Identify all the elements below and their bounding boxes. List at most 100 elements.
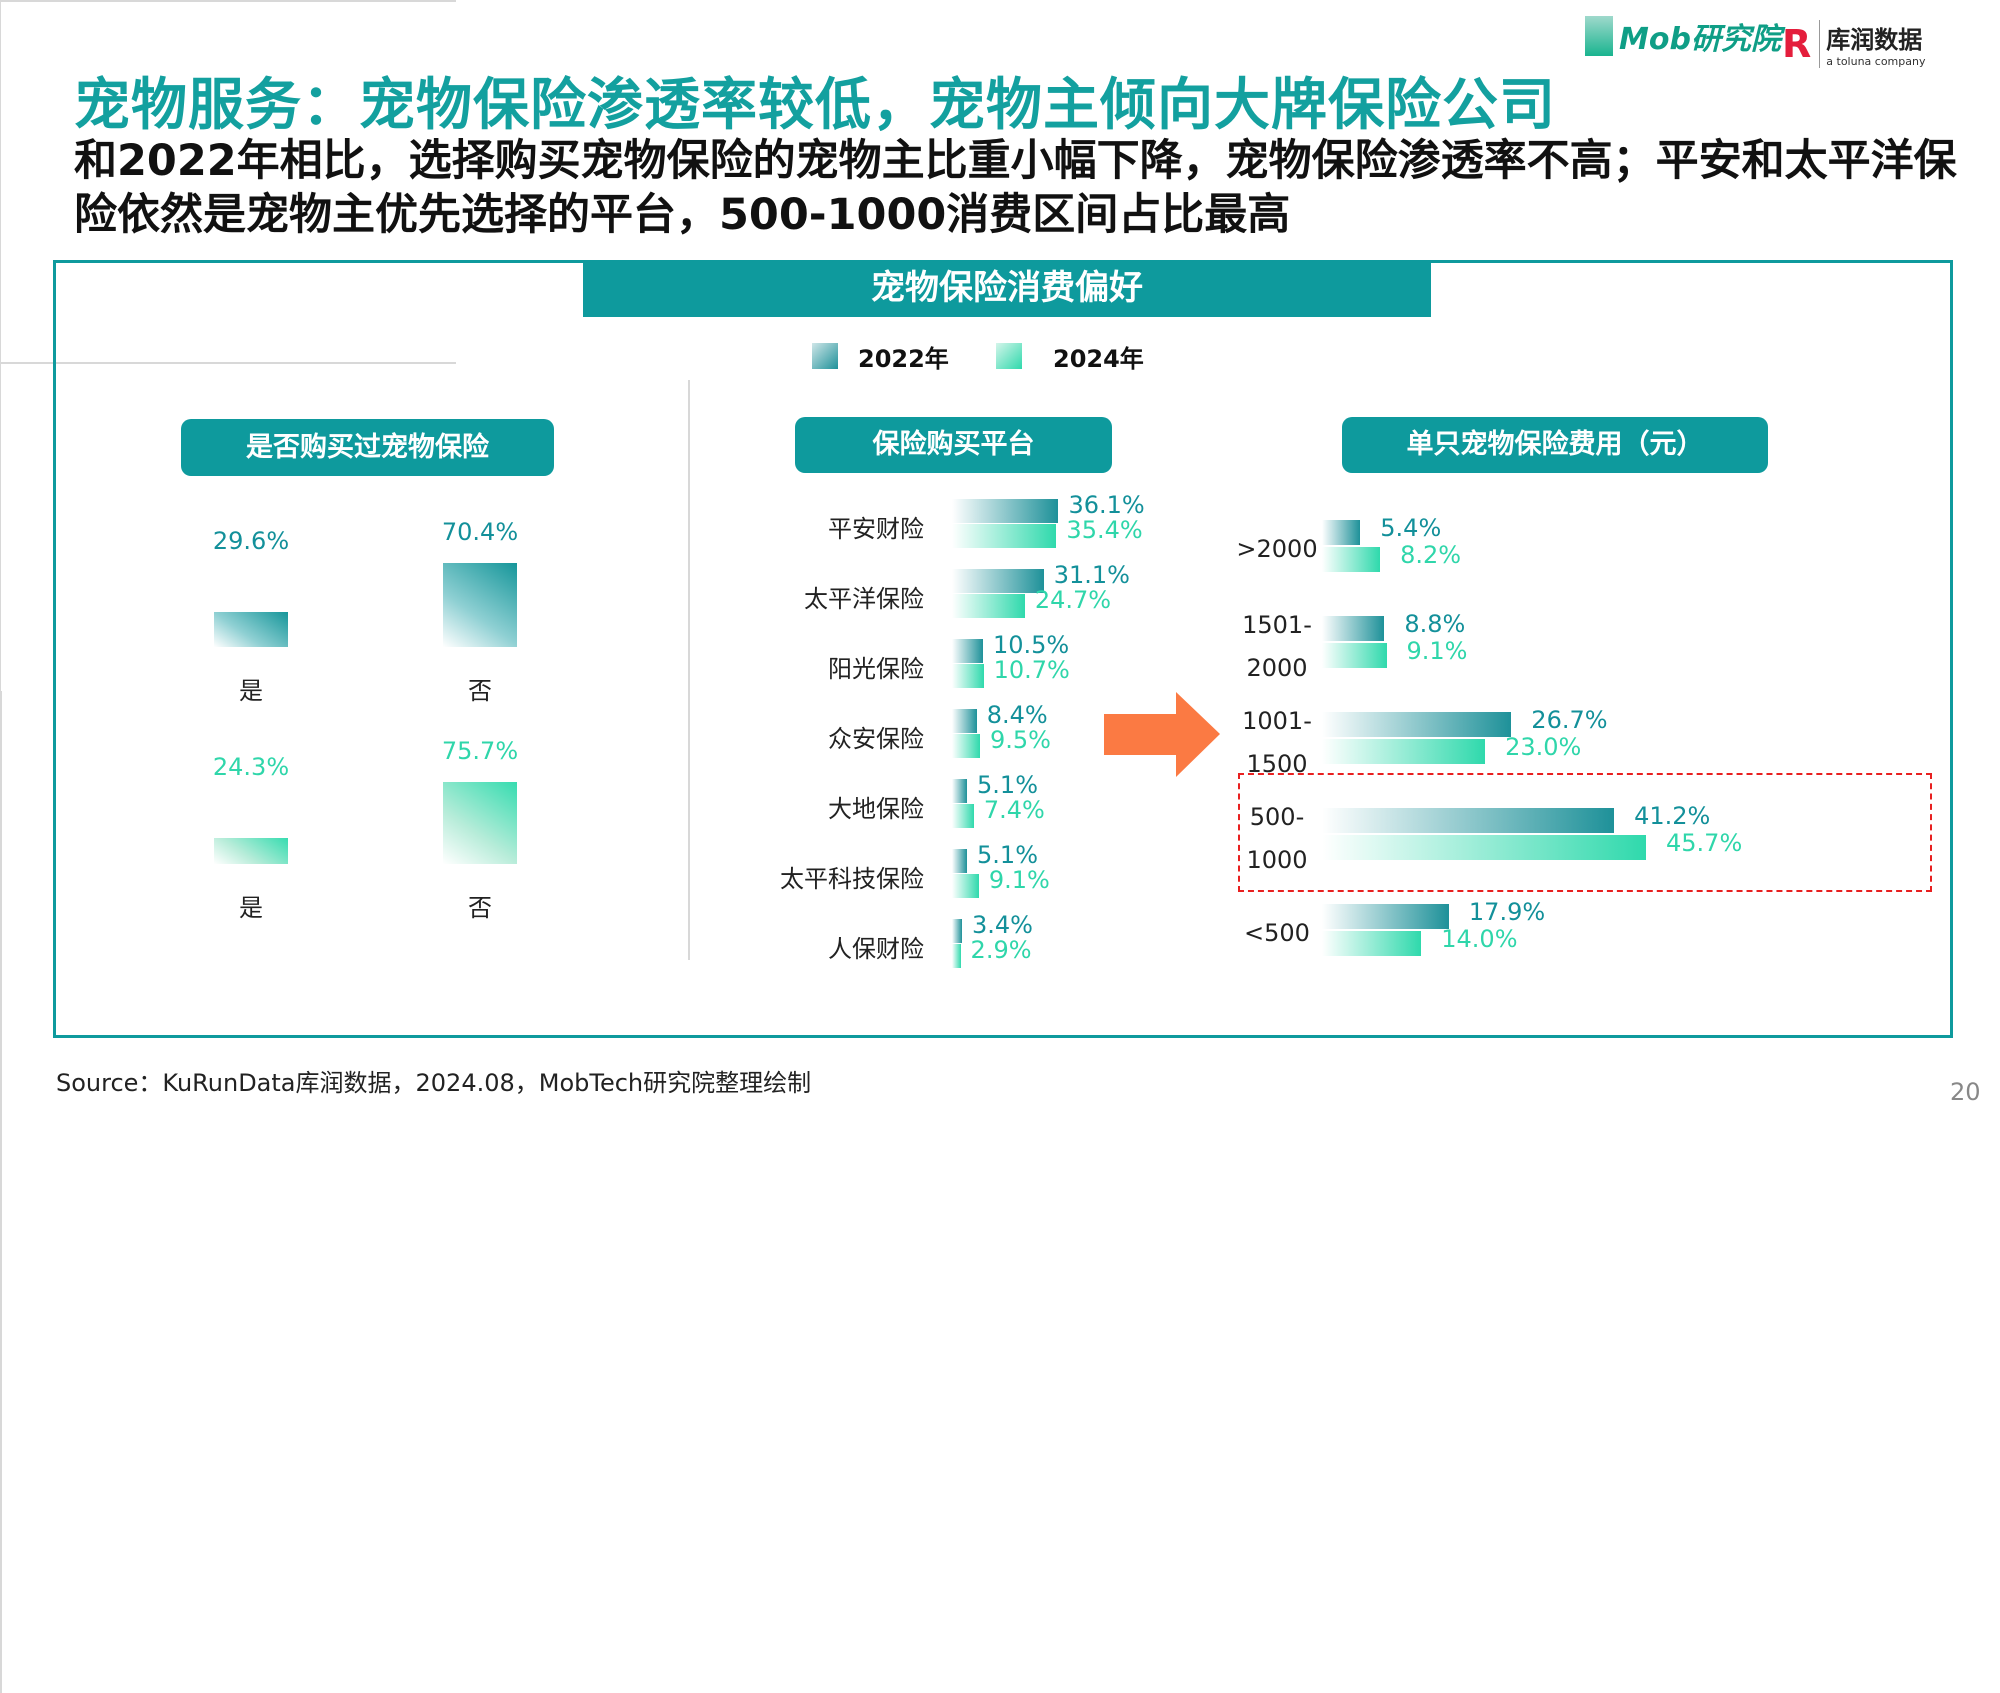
legend-label-2022: 2022年 (858, 345, 949, 373)
panel-title-platform: 保险购买平台 (795, 417, 1112, 473)
data-label: 24.7% (1034, 586, 1112, 614)
bar-2024年 (1322, 547, 1381, 572)
category-label: 是 (239, 677, 263, 705)
data-label: 9.1% (1406, 637, 1468, 665)
grid-line (0, 122, 1, 242)
data-label: 45.7% (1666, 829, 1743, 857)
bar-2022年 (952, 639, 983, 663)
data-label: 29.6% (212, 526, 290, 555)
y-axis-line (0, 691, 2, 1211)
data-label: 7.4% (983, 796, 1045, 824)
page-number: 20 (1950, 1078, 1981, 1106)
category-label: 阳光保险 (828, 655, 924, 683)
data-label: 24.3% (212, 752, 290, 781)
data-label: 10.7% (993, 656, 1070, 684)
page-title: 宠物服务：宠物保险渗透率较低，宠物主倾向大牌保险公司 (74, 73, 1556, 138)
source-note: Source：KuRunData库润数据，2024.08，MobTech研究院整… (56, 1069, 812, 1097)
category-label: 否 (468, 894, 492, 922)
category-label-line: 500- (1249, 803, 1305, 831)
data-label: 9.5% (990, 726, 1051, 754)
bar-是 (214, 611, 288, 647)
bar-是 (214, 837, 288, 864)
bar-2024年 (952, 804, 974, 828)
arrow-right-icon (1104, 692, 1220, 777)
bar-2022年 (952, 499, 1059, 523)
x-axis-line (0, 0, 456, 2)
data-label: 10.5% (992, 631, 1070, 659)
category-label: 平安财险 (828, 515, 924, 543)
data-label: 26.7% (1531, 706, 1608, 734)
category-label: 大地保险 (828, 795, 924, 823)
category-label: 众安保险 (828, 725, 924, 753)
category-label-line: >2000 (1236, 535, 1318, 563)
data-label: 5.4% (1380, 514, 1442, 542)
panel-divider (688, 380, 690, 960)
legend-label-2024: 2024年 (1053, 345, 1144, 373)
bar-2022年 (952, 849, 968, 873)
bar-2022年 (952, 709, 977, 733)
category-label-line: 1001- (1242, 707, 1312, 735)
category-label: >2000 (1220, 528, 1334, 571)
bar-2024年 (1322, 643, 1387, 668)
bar-2022年 (1322, 520, 1361, 545)
data-label: 70.4% (441, 518, 519, 547)
category-label-line: 1000 (1246, 846, 1308, 874)
bar-2024年 (952, 524, 1057, 548)
data-label: 41.2% (1634, 802, 1711, 830)
kurun-name: 库润数据 (1826, 26, 1923, 54)
section-banner: 宠物保险消费偏好 (583, 260, 1431, 317)
data-label: 2.9% (970, 936, 1032, 964)
category-label: <500 (1220, 912, 1334, 955)
category-label: 500- 1000 (1220, 796, 1334, 882)
data-label: 5.1% (977, 841, 1039, 869)
legend-swatch-2022 (812, 343, 838, 369)
data-label: 31.1% (1053, 561, 1130, 589)
bar-否 (443, 782, 517, 864)
bar-否 (443, 563, 517, 647)
category-label: 否 (468, 677, 492, 705)
bar-2024年 (952, 944, 961, 968)
data-label: 5.1% (977, 771, 1039, 799)
bar-2022年 (1322, 712, 1512, 737)
panel-title-cost: 单只宠物保险费用（元） (1342, 417, 1768, 473)
data-label: 23.0% (1505, 733, 1582, 761)
bar-2024年 (952, 874, 979, 898)
building-icon (1585, 16, 1613, 56)
data-label: 3.4% (972, 911, 1033, 939)
data-label: 14.0% (1441, 925, 1518, 953)
highlight-box (1238, 773, 1932, 892)
category-label: 1501- 2000 (1220, 604, 1334, 690)
y-axis-line (0, 1211, 2, 1693)
x-axis-line (0, 362, 456, 364)
bar-2024年 (952, 594, 1025, 618)
toluna-text: a toluna company (1826, 55, 1926, 68)
mob-logo: Mob研究院 (1585, 14, 1781, 58)
panel-title-purchased: 是否购买过宠物保险 (181, 419, 554, 476)
data-label: 8.2% (1400, 541, 1462, 569)
bar-2022年 (1322, 808, 1615, 833)
bar-2022年 (1322, 904, 1449, 929)
kurun-logo: R 库润数据 a toluna company (1782, 20, 1925, 68)
bar-2022年 (952, 779, 968, 803)
grid-line (0, 2, 1, 122)
category-label-line: 2000 (1246, 654, 1308, 682)
bar-2024年 (952, 664, 984, 688)
mob-logo-text: Mob研究院 (1619, 22, 1781, 57)
bar-2024年 (952, 734, 981, 758)
bar-2024年 (1322, 739, 1486, 764)
category-label: 是 (239, 894, 263, 922)
category-label-line: 1501- (1242, 611, 1312, 639)
grid-line (0, 242, 1, 362)
bar-2022年 (952, 569, 1044, 593)
bar-2022年 (952, 919, 963, 943)
page-subtitle: 和2022年相比，选择购买宠物保险的宠物主比重小幅下降，宠物保险渗透率不高；平安… (74, 136, 1957, 240)
data-label: 8.4% (986, 701, 1048, 729)
category-label: 人保财险 (828, 935, 924, 963)
data-label: 8.8% (1404, 610, 1466, 638)
kr-mark-icon: R (1782, 22, 1812, 66)
bar-2024年 (1322, 931, 1422, 956)
data-label: 17.9% (1468, 898, 1546, 926)
data-label: 9.1% (988, 866, 1050, 894)
legend-swatch-2024 (996, 343, 1022, 369)
